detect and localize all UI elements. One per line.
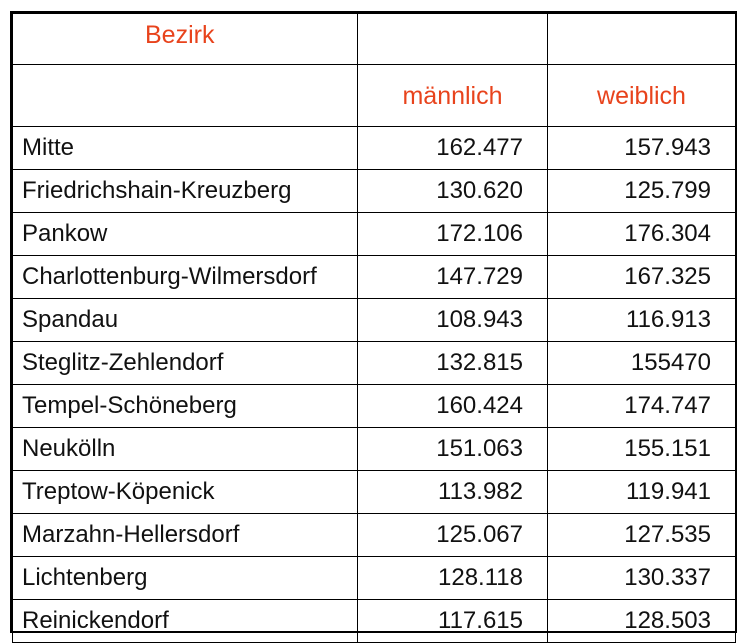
- female-count-cell: 127.535: [547, 513, 736, 557]
- female-count-cell: 155.151: [547, 427, 736, 471]
- male-count-cell: 128.118: [357, 556, 548, 600]
- district-cell: Mitte: [12, 126, 358, 170]
- district-cell: Lichtenberg: [12, 556, 358, 600]
- population-table: Bezirk männlich weiblich Mitte 162.477 157…: [12, 13, 736, 643]
- table-row: Friedrichshain-Kreuzberg 130.620 125.799: [12, 169, 736, 213]
- male-count-cell: 125.067: [357, 513, 548, 557]
- table-row: Tempel-Schöneberg 160.424 174.747: [12, 384, 736, 428]
- female-count-cell: 155470: [547, 341, 736, 385]
- district-cell: Charlottenburg-Wilmersdorf: [12, 255, 358, 299]
- district-cell: Treptow-Köpenick: [12, 470, 358, 514]
- male-count-cell: 108.943: [357, 298, 548, 342]
- female-count-cell: 119.941: [547, 470, 736, 514]
- district-cell: Friedrichshain-Kreuzberg: [12, 169, 358, 213]
- table-row: Mitte 162.477 157.943: [12, 126, 736, 170]
- male-count-cell: 132.815: [357, 341, 548, 385]
- district-cell: Spandau: [12, 298, 358, 342]
- female-count-cell: 130.337: [547, 556, 736, 600]
- male-count-cell: 147.729: [357, 255, 548, 299]
- population-table-frame: Bezirk männlich weiblich Mitte 162.477 157…: [10, 11, 737, 643]
- district-cell: Neukölln: [12, 427, 358, 471]
- header-empty-cell: [357, 13, 548, 65]
- header-row-2: männlich weiblich: [12, 64, 736, 127]
- male-count-cell: 160.424: [357, 384, 548, 428]
- male-count-cell: 130.620: [357, 169, 548, 213]
- male-count-cell: 113.982: [357, 470, 548, 514]
- district-cell: Tempel-Schöneberg: [12, 384, 358, 428]
- table-row: Reinickendorf 117.615 128.503: [12, 599, 736, 643]
- district-cell: Steglitz-Zehlendorf: [12, 341, 358, 385]
- header-female: weiblich: [547, 64, 736, 127]
- table-row: Charlottenburg-Wilmersdorf 147.729 167.325: [12, 255, 736, 299]
- table-row: Lichtenberg 128.118 130.337: [12, 556, 736, 600]
- female-count-cell: 116.913: [547, 298, 736, 342]
- female-count-cell: 167.325: [547, 255, 736, 299]
- district-cell: Pankow: [12, 212, 358, 256]
- header-male: männlich: [357, 64, 548, 127]
- table-row: Pankow 172.106 176.304: [12, 212, 736, 256]
- female-count-cell: 157.943: [547, 126, 736, 170]
- table-row: Neukölln 151.063 155.151: [12, 427, 736, 471]
- table-row: Treptow-Köpenick 113.982 119.941: [12, 470, 736, 514]
- female-count-cell: 125.799: [547, 169, 736, 213]
- district-cell: Reinickendorf: [12, 599, 358, 643]
- table-row: Spandau 108.943 116.913: [12, 298, 736, 342]
- header-district: Bezirk: [12, 13, 358, 65]
- header-empty-cell: [12, 64, 358, 127]
- male-count-cell: 117.615: [357, 599, 548, 643]
- table-body: Bezirk männlich weiblich Mitte 162.477 157…: [12, 13, 736, 643]
- male-count-cell: 151.063: [357, 427, 548, 471]
- header-empty-cell: [547, 13, 736, 65]
- table-row: Marzahn-Hellersdorf 125.067 127.535: [12, 513, 736, 557]
- female-count-cell: 174.747: [547, 384, 736, 428]
- female-count-cell: 176.304: [547, 212, 736, 256]
- female-count-cell: 128.503: [547, 599, 736, 643]
- table-row: Steglitz-Zehlendorf 132.815 155470: [12, 341, 736, 385]
- header-row-1: Bezirk: [12, 13, 736, 65]
- district-cell: Marzahn-Hellersdorf: [12, 513, 358, 557]
- male-count-cell: 172.106: [357, 212, 548, 256]
- male-count-cell: 162.477: [357, 126, 548, 170]
